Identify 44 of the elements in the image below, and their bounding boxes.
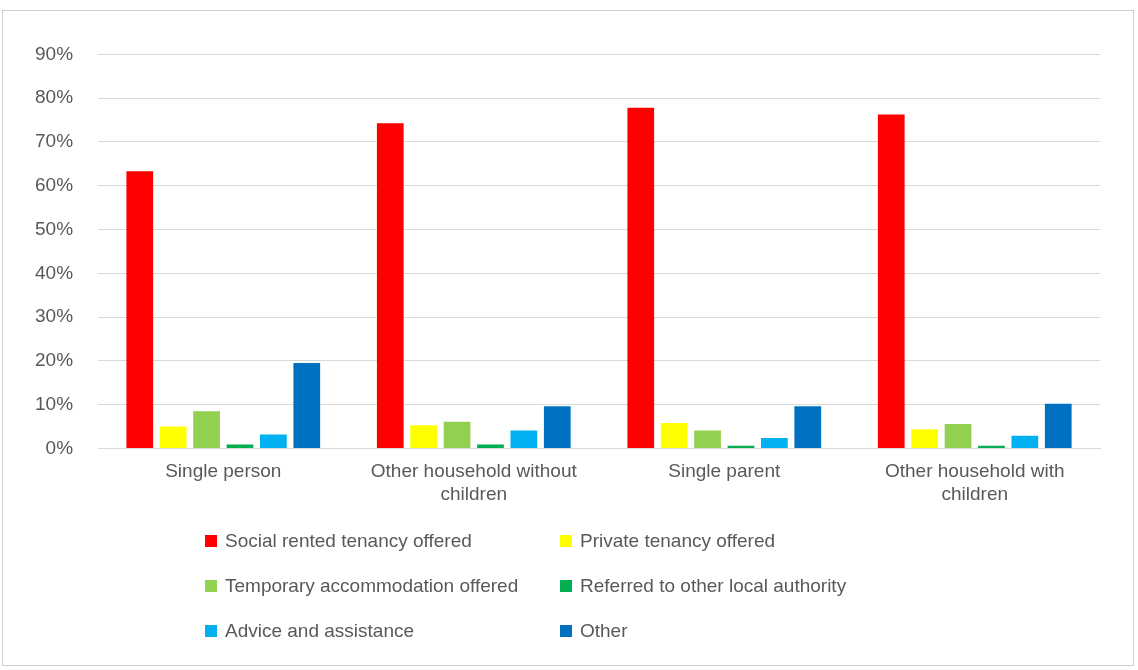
bar: [126, 171, 154, 448]
y-tick-label: 60%: [35, 173, 74, 195]
y-tick-label: 80%: [35, 86, 74, 108]
bar: [543, 406, 571, 448]
bar: [794, 406, 822, 448]
bar: [443, 421, 471, 448]
bar: [1044, 403, 1072, 448]
y-tick-label: 90%: [35, 42, 74, 64]
bar: [761, 437, 788, 448]
bar: [1011, 435, 1039, 448]
legend-label: Advice and assistance: [225, 620, 415, 642]
y-tick-label: 0%: [45, 436, 74, 458]
legend-label: Social rented tenancy offered: [225, 530, 472, 552]
bar: [694, 430, 721, 448]
x-tick-label: Single parent: [668, 460, 781, 482]
y-tick-label: 30%: [35, 305, 74, 327]
y-tick-label: 40%: [35, 261, 74, 283]
bar: [410, 425, 438, 448]
bar: [627, 107, 655, 448]
bar: [727, 445, 755, 448]
legend-label: Private tenancy offered: [580, 530, 776, 552]
bar: [978, 445, 1005, 448]
y-tick-label: 20%: [35, 349, 74, 371]
bar: [660, 423, 688, 448]
bar: [193, 411, 220, 448]
bar: [877, 114, 905, 448]
y-tick-label: 10%: [35, 392, 74, 414]
legend-label: Referred to other local authority: [580, 575, 847, 597]
legend-label: Other: [580, 620, 628, 642]
bar: [477, 444, 504, 448]
x-tick-label: Other household without children: [370, 460, 578, 504]
bar: [510, 430, 538, 448]
x-tick-label: Single person: [165, 460, 282, 482]
bar: [944, 423, 972, 448]
y-tick-label: 70%: [35, 130, 74, 152]
bar: [226, 444, 254, 448]
bar: [376, 123, 404, 448]
legend-label: Temporary accommodation offered: [225, 575, 519, 597]
x-tick-label: Other household with children: [884, 460, 1065, 504]
bar: [911, 429, 939, 448]
bar: [159, 426, 187, 448]
y-tick-label: 50%: [35, 217, 74, 239]
bar: [260, 434, 287, 448]
bar: [293, 363, 321, 448]
